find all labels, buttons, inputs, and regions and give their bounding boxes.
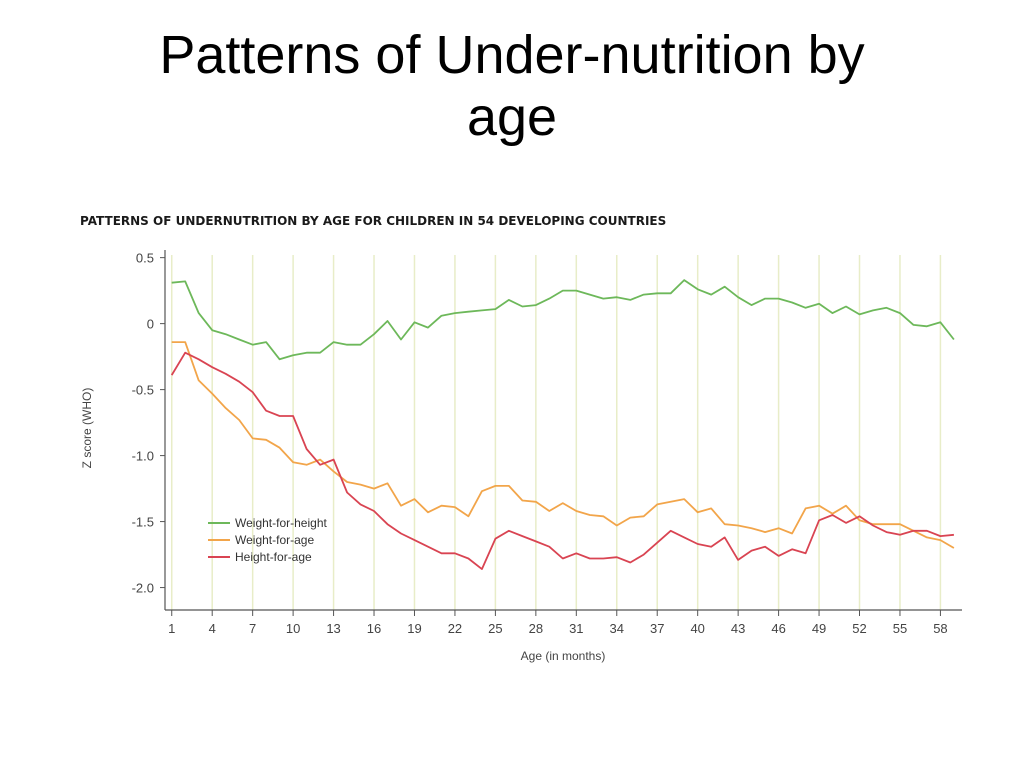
legend-label-weight-for-age: Weight-for-age [235,533,314,547]
chart-title: PATTERNS OF UNDERNUTRITION BY AGE FOR CH… [80,214,666,228]
series-line-weight-for-height [171,279,955,361]
y-tick-label-5: -2.0 [132,581,154,596]
x-tick-label-58: 58 [933,621,947,636]
x-tick-label-55: 55 [893,621,907,636]
slide-title-line-2: age [466,87,558,147]
y-tick-label-2: -0.5 [132,383,154,398]
chart-axes [160,250,962,616]
x-tick-label-46: 46 [771,621,785,636]
x-tick-label-31: 31 [569,621,583,636]
x-tick-label-28: 28 [529,621,543,636]
x-tick-label-25: 25 [488,621,502,636]
series-line-weight-for-age [171,341,955,549]
x-tick-label-4: 4 [209,621,216,636]
x-tick-label-16: 16 [367,621,381,636]
x-tick-label-49: 49 [812,621,826,636]
y-tick-label-0: 0.5 [136,251,154,266]
series-line-height-for-age [170,351,954,570]
x-tick-label-1: 1 [168,621,175,636]
legend-label-weight-for-height: Weight-for-height [235,516,327,530]
x-tick-label-43: 43 [731,621,745,636]
legend: Weight-for-height Weight-for-age Height-fo… [208,516,327,564]
grid-lines [170,255,942,610]
x-tick-label-10: 10 [286,621,300,636]
series-lines [170,279,955,570]
x-tick-label-37: 37 [650,621,664,636]
x-tick-label-40: 40 [690,621,704,636]
x-tick-label-22: 22 [448,621,462,636]
y-tick-label-1: 0 [147,317,154,332]
x-tick-label-7: 7 [249,621,256,636]
x-tick-label-13: 13 [326,621,340,636]
x-tick-label-52: 52 [852,621,866,636]
slide-title-line-1: Patterns of Under-nutrition by [159,25,865,85]
y-tick-label-4: -1.5 [132,515,154,530]
y-tick-label-3: -1.0 [132,449,154,464]
x-tick-label-34: 34 [610,621,624,636]
x-tick-label-19: 19 [407,621,421,636]
legend-label-height-for-age: Height-for-age [235,550,312,564]
x-axis-label: Age (in months) [521,649,606,663]
tick-labels: 1 4 7 10 13 16 19 22 25 28 31 34 37 40 43 46 49 52 55 58 0.5… [132,251,948,636]
slide-title: Patterns of Under-nutrition by age [0,24,1024,148]
y-axis-label: Z score (WHO) [80,388,94,469]
